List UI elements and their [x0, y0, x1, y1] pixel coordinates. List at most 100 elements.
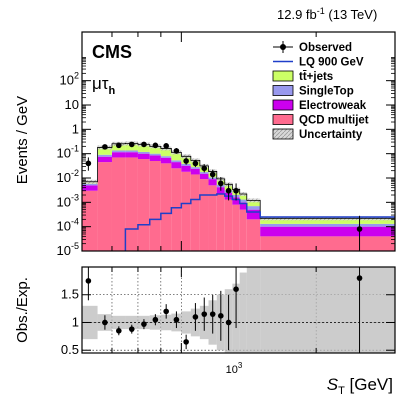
observed-point [141, 141, 147, 148]
observed-point [225, 187, 232, 194]
y-axis-title-top: Events / GeV [14, 96, 31, 184]
observed-point [192, 160, 199, 167]
observed-point [85, 160, 92, 167]
ratio-point [218, 313, 224, 319]
observed-point [209, 171, 216, 178]
y-tick-label: 10-3 [57, 192, 79, 209]
observed-point [183, 158, 189, 164]
stack-ttjets-bin [239, 194, 247, 200]
stack-electroweak-bin [125, 152, 138, 158]
legend-label: SingleTop [299, 86, 354, 98]
ratio-point [192, 314, 199, 320]
ratio-point [173, 316, 180, 323]
stack-singletop-bin [97, 154, 112, 157]
stack-electroweak-bin [160, 157, 172, 164]
stack-qcd-bin [97, 162, 112, 251]
stack-electroweak-bin [171, 162, 182, 169]
ratio-y-tick-label: 0.5 [61, 342, 79, 357]
stack-qcd-bin [232, 204, 240, 251]
stack-singletop-bin [239, 199, 247, 203]
stack-singletop-bin [246, 206, 261, 210]
stack-ttjets-bin [260, 218, 395, 224]
top-plot-frame [81, 31, 396, 252]
ratio-point [128, 326, 135, 332]
stack-qcd-bin [181, 171, 191, 251]
y-tick-label: 10-1 [57, 144, 79, 161]
ratio-point [116, 328, 122, 334]
observed-points [85, 141, 363, 251]
x-axis-title: ST [GeV] [327, 375, 393, 397]
legend-label: Uncertainty [299, 129, 363, 141]
stack-electroweak-bin [137, 153, 150, 160]
legend-observed-marker [280, 44, 286, 50]
signal-histogram [124, 193, 395, 251]
legend-label: tt̄+jets [299, 71, 333, 83]
stack-qcd-bin [111, 157, 126, 251]
stack-qcd-bin [137, 159, 150, 251]
stack-electroweak-bin [190, 168, 200, 175]
stack-qcd-bin [246, 219, 261, 251]
stack-qcd-bin [160, 163, 172, 251]
stack-qcd-bin [190, 174, 200, 251]
stack-electroweak-bin [82, 185, 98, 191]
stack-ttjets-bin [137, 144, 150, 152]
stack-electroweak-bin [246, 209, 261, 220]
ratio-point [209, 311, 216, 317]
stack-singletop-bin [160, 156, 172, 158]
ratio-point [102, 319, 108, 326]
lq900-line [124, 193, 395, 251]
observed-point [233, 187, 239, 194]
stack-electroweak-bin [199, 173, 209, 180]
stack-singletop-bin [125, 150, 138, 153]
observed-point [163, 143, 169, 149]
lumi-label: 12.9 fb-1 (13 TeV) [277, 6, 377, 22]
stack-singletop-bin [137, 151, 150, 154]
observed-point [173, 148, 180, 154]
y-tick-label: 10-2 [57, 168, 79, 185]
ratio-point [183, 339, 189, 345]
stack-singletop-bin [181, 163, 191, 166]
stack-ttjets-bin [171, 152, 182, 161]
ratio-point [356, 275, 363, 281]
stack-qcd-bin [171, 168, 182, 251]
legend-label: Electroweak [299, 100, 367, 112]
stack-qcd-bin [260, 236, 395, 251]
stack-singletop-bin [171, 160, 182, 163]
observed-point [218, 180, 224, 187]
stack-ttjets-bin [246, 200, 261, 207]
stack-electroweak-bin [208, 179, 217, 186]
stack-ttjets-bin [97, 147, 112, 155]
observed-point [152, 142, 159, 149]
stack-ttjets-bin [160, 148, 172, 157]
stack-electroweak-bin [97, 156, 112, 163]
legend-swatch [272, 114, 294, 125]
stack-electroweak-bin [260, 226, 395, 237]
legend-hatch-swatch [272, 128, 294, 140]
experiment-label: CMS [92, 42, 132, 62]
y-axis-title-ratio: Obs./Exp. [14, 277, 31, 343]
observed-point [128, 141, 135, 148]
y-tick-label: 10-5 [57, 241, 79, 258]
stack-qcd-bin [216, 194, 225, 251]
stack-electroweak-bin [239, 202, 247, 210]
y-tick-label: 10 [65, 97, 79, 112]
ratio-uncertainty-bin [239, 272, 247, 353]
ratio-point [85, 278, 92, 284]
stack-singletop-bin [82, 183, 98, 186]
stack-singletop-bin [199, 172, 209, 174]
y-tick-label: 102 [60, 71, 79, 88]
ratio-point [152, 316, 159, 323]
observed-point [102, 144, 108, 150]
stack-singletop-bin [190, 167, 200, 169]
ratio-y-tick-label: 1 [72, 314, 79, 329]
stack-qcd-bin [224, 199, 233, 251]
stack-singletop-bin [260, 223, 395, 227]
legend-label: LQ 900 GeV [299, 57, 364, 69]
legend: Observed LQ 900 GeV tt̄+jets SingleTop Elect… [272, 41, 369, 141]
ratio-point [225, 319, 232, 326]
ratio-y-tick-label: 1.5 [61, 287, 79, 302]
stack-qcd-bin [239, 209, 247, 251]
legend-swatch [272, 99, 294, 111]
y-tick-label: 10-4 [57, 217, 79, 234]
observed-point [356, 226, 363, 232]
